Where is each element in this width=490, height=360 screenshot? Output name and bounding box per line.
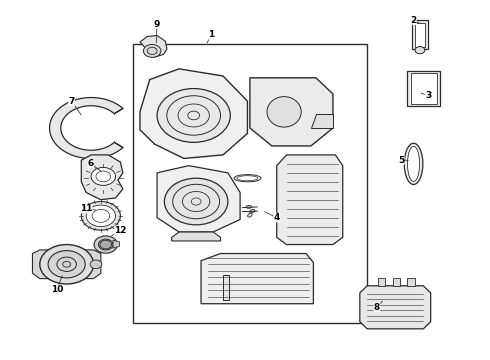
Bar [223, 275, 229, 300]
Polygon shape [49, 98, 123, 158]
Ellipse shape [247, 213, 252, 217]
Bar [392, 278, 400, 286]
Polygon shape [140, 69, 247, 158]
Bar [407, 71, 441, 107]
Polygon shape [113, 240, 120, 248]
Ellipse shape [267, 96, 301, 127]
Ellipse shape [404, 143, 423, 184]
Text: 8: 8 [374, 303, 380, 312]
Circle shape [164, 178, 228, 225]
Ellipse shape [408, 146, 419, 181]
Ellipse shape [94, 236, 118, 253]
Circle shape [100, 240, 112, 249]
Bar [415, 23, 425, 46]
Polygon shape [311, 114, 333, 128]
Circle shape [415, 46, 425, 54]
Text: 1: 1 [208, 30, 214, 39]
Polygon shape [412, 21, 428, 49]
Text: 9: 9 [154, 19, 160, 28]
Text: 7: 7 [69, 96, 75, 105]
Ellipse shape [246, 206, 252, 208]
Text: 3: 3 [425, 91, 431, 100]
Bar [133, 44, 367, 323]
Circle shape [81, 202, 121, 230]
Polygon shape [81, 155, 123, 200]
Circle shape [48, 251, 85, 278]
Text: 12: 12 [114, 226, 126, 235]
Circle shape [90, 260, 102, 269]
Polygon shape [140, 36, 167, 57]
Bar [378, 278, 385, 286]
Text: 5: 5 [398, 156, 404, 165]
Text: 4: 4 [273, 213, 280, 222]
Bar [407, 278, 415, 286]
Text: 10: 10 [50, 285, 63, 294]
Polygon shape [277, 155, 343, 244]
Ellipse shape [249, 210, 255, 213]
Circle shape [40, 244, 94, 284]
Circle shape [157, 89, 230, 142]
Bar [411, 73, 437, 104]
Polygon shape [172, 232, 220, 241]
Text: 11: 11 [80, 204, 93, 213]
Polygon shape [32, 250, 101, 279]
Circle shape [86, 205, 116, 226]
Circle shape [91, 167, 116, 185]
Polygon shape [250, 78, 333, 146]
Polygon shape [157, 166, 240, 232]
Text: 6: 6 [88, 159, 94, 168]
Polygon shape [360, 286, 431, 329]
Ellipse shape [98, 239, 113, 250]
Circle shape [144, 44, 161, 57]
Polygon shape [201, 253, 314, 304]
Text: 2: 2 [411, 16, 416, 25]
